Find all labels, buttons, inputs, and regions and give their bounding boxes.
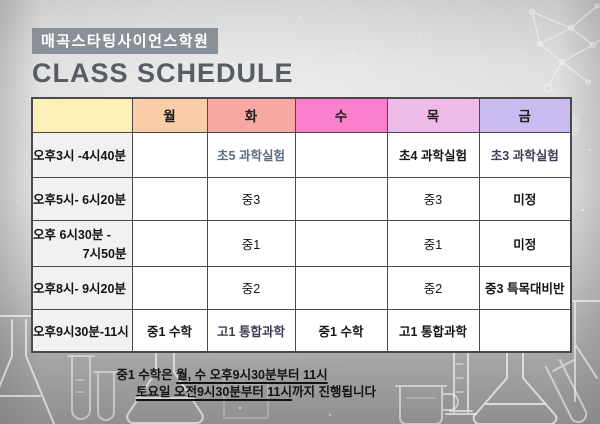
cell-r1-mon bbox=[131, 131, 208, 178]
footer-line-2: 토요일 오전9시30분부터 11시까지 진행됩니다 bbox=[36, 384, 476, 401]
cell-r4-fri: 중3 특목대비반 bbox=[478, 265, 572, 310]
cell-r3-thu: 중1 bbox=[386, 219, 480, 267]
cell-r4-mon bbox=[131, 265, 208, 310]
test-tube-icon bbox=[67, 355, 119, 421]
header-row: 월 화 수 목 금 bbox=[31, 97, 572, 133]
cell-r5-fri bbox=[478, 308, 572, 353]
table-row: 오후 6시30분 - 7시50분 중1 중1 미정 bbox=[31, 219, 572, 267]
footer-line1-underlined: 월, 수 오후9시30분부터 11시 bbox=[176, 368, 328, 382]
time-label-row5: 오후9시30분-11시 bbox=[31, 308, 133, 353]
table-row: 오후9시30분-11시 중1 수학 고1 통합과학 중1 수학 고1 통합과학 bbox=[31, 308, 572, 353]
cell-r3-tue: 중1 bbox=[206, 219, 296, 267]
academy-name-badge: 매곡스타팅사이언스학원 bbox=[32, 28, 219, 54]
cell-r5-tue: 고1 통합과학 bbox=[206, 308, 296, 353]
cell-r2-wed bbox=[294, 176, 388, 221]
time-label-row2: 오후5시- 6시20분 bbox=[31, 176, 133, 221]
cell-r2-tue: 중3 bbox=[206, 176, 296, 221]
cell-r5-mon: 중1 수학 bbox=[131, 308, 208, 353]
time-label-row4: 오후8시- 9시20분 bbox=[31, 265, 133, 310]
beaker-icon bbox=[219, 371, 273, 419]
cell-r1-tue: 초5 과학실험 bbox=[206, 131, 296, 178]
day-header-mon: 월 bbox=[131, 97, 208, 133]
time-column-header bbox=[31, 97, 133, 133]
footer-line1-prefix: 중1 수학은 bbox=[116, 368, 177, 382]
cell-r2-thu: 중3 bbox=[386, 176, 480, 221]
cell-r3-wed bbox=[294, 219, 388, 267]
cell-r3-mon bbox=[131, 219, 208, 267]
day-header-wed: 수 bbox=[294, 97, 388, 133]
schedule-table: 월 화 수 목 금 오후3시 -4시40분 초5 과학실험 초4 과학실험 bbox=[31, 97, 572, 353]
cell-r1-fri: 초3 과학실험 bbox=[478, 131, 572, 178]
time-label-row1: 오후3시 -4시40분 bbox=[31, 131, 133, 178]
day-header-fri: 금 bbox=[478, 97, 572, 133]
cell-r1-wed bbox=[294, 131, 388, 178]
cell-r4-tue: 중2 bbox=[206, 265, 296, 310]
day-header-thu: 목 bbox=[386, 97, 480, 133]
cell-r4-thu: 중2 bbox=[386, 265, 480, 310]
table-row: 오후8시- 9시20분 중2 중2 중3 특목대비반 bbox=[31, 265, 572, 310]
beaker-icon bbox=[395, 385, 459, 424]
day-header-tue: 화 bbox=[206, 97, 296, 133]
cell-r2-fri: 미정 bbox=[478, 176, 572, 221]
footer-line2-underlined: 토요일 오전9시30분부터 11시 bbox=[135, 385, 293, 399]
table-row: 오후5시- 6시20분 중3 중3 미정 bbox=[31, 176, 572, 221]
cell-r4-wed bbox=[294, 265, 388, 310]
table-row: 오후3시 -4시40분 초5 과학실험 초4 과학실험 초3 과학실험 bbox=[31, 131, 572, 178]
cell-r1-thu: 초4 과학실험 bbox=[386, 131, 480, 178]
title-block: 매곡스타팅사이언스학원 CLASS SCHEDULE bbox=[32, 28, 294, 89]
time-label-row3: 오후 6시30분 - 7시50분 bbox=[31, 219, 133, 267]
page-title: CLASS SCHEDULE bbox=[32, 58, 294, 88]
test-tube-icon bbox=[545, 359, 588, 423]
footer-line2-suffix: 까지 진행됩니다 bbox=[292, 385, 376, 399]
footer-note: 중1 수학은 월, 수 오후9시30분부터 11시 토요일 오전9시30분부터 … bbox=[30, 367, 470, 401]
footer-line-1: 중1 수학은 월, 수 오후9시30분부터 11시 bbox=[2, 367, 442, 384]
cell-r5-thu: 고1 통합과학 bbox=[386, 308, 480, 353]
cell-r2-mon bbox=[131, 176, 208, 221]
erlenmeyer-flask-icon bbox=[0, 315, 55, 424]
cell-r3-fri: 미정 bbox=[478, 219, 572, 267]
molecule-network-icon bbox=[528, 3, 600, 93]
cell-r5-wed: 중1 수학 bbox=[294, 308, 388, 353]
